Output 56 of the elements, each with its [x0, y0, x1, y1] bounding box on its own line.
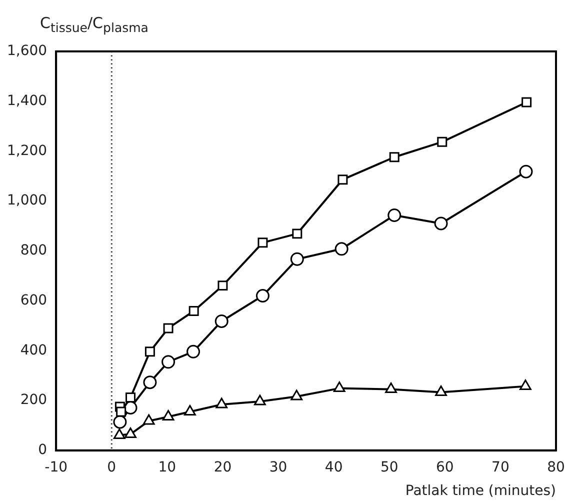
x-tick-label: 50 [380, 459, 398, 476]
point [258, 238, 268, 248]
x-tick-label: -10 [44, 459, 68, 476]
y-tick-label: 1,600 [6, 43, 48, 60]
point [435, 386, 447, 396]
point [184, 404, 196, 416]
y-tick-label: 1,400 [6, 92, 48, 109]
point [126, 392, 136, 403]
x-tick-label: 20 [214, 459, 232, 476]
point [385, 382, 397, 394]
y-tick-label: 200 [20, 392, 48, 408]
y-tick-label: 1,200 [6, 142, 48, 159]
point [144, 346, 155, 357]
point [290, 252, 304, 266]
y-axis-title: C$_{tissue}$/C$_{plasma}$ [40, 14, 148, 35]
point [116, 406, 126, 417]
point [216, 398, 228, 408]
point [163, 323, 174, 334]
point [290, 390, 303, 400]
x-tick-label: 70 [492, 459, 510, 476]
x-tick-label: 80 [547, 459, 565, 476]
point [522, 97, 532, 108]
point [256, 289, 270, 303]
point [113, 415, 127, 429]
point [143, 376, 157, 390]
point [124, 427, 136, 438]
x-tick-label: 60 [436, 459, 454, 476]
point [434, 216, 448, 230]
point [254, 394, 266, 406]
point [162, 410, 174, 420]
point [520, 380, 532, 390]
point [214, 314, 228, 328]
y-tick-label: 800 [20, 242, 48, 259]
x-tick-label: 40 [324, 459, 343, 476]
x-tick-label: 30 [269, 459, 288, 476]
point [162, 355, 176, 369]
x-tick-label: 0 [107, 459, 116, 476]
point [292, 228, 302, 239]
point [334, 242, 348, 256]
x-axis-title: Patlak time (minutes) [405, 483, 556, 500]
point [113, 428, 126, 439]
y-tick-label: 0 [38, 442, 48, 458]
point [519, 164, 533, 178]
y-tick-label: 600 [20, 292, 48, 308]
point [142, 414, 155, 425]
point [338, 174, 348, 185]
point [437, 136, 448, 147]
y-tick-label: 400 [20, 342, 48, 358]
point [389, 152, 400, 162]
point [388, 208, 402, 222]
y-tick-label: 1,000 [6, 192, 48, 209]
x-tick-label: 10 [158, 459, 176, 476]
point [333, 382, 346, 392]
point [186, 344, 200, 358]
point [188, 306, 199, 316]
point [218, 280, 228, 291]
